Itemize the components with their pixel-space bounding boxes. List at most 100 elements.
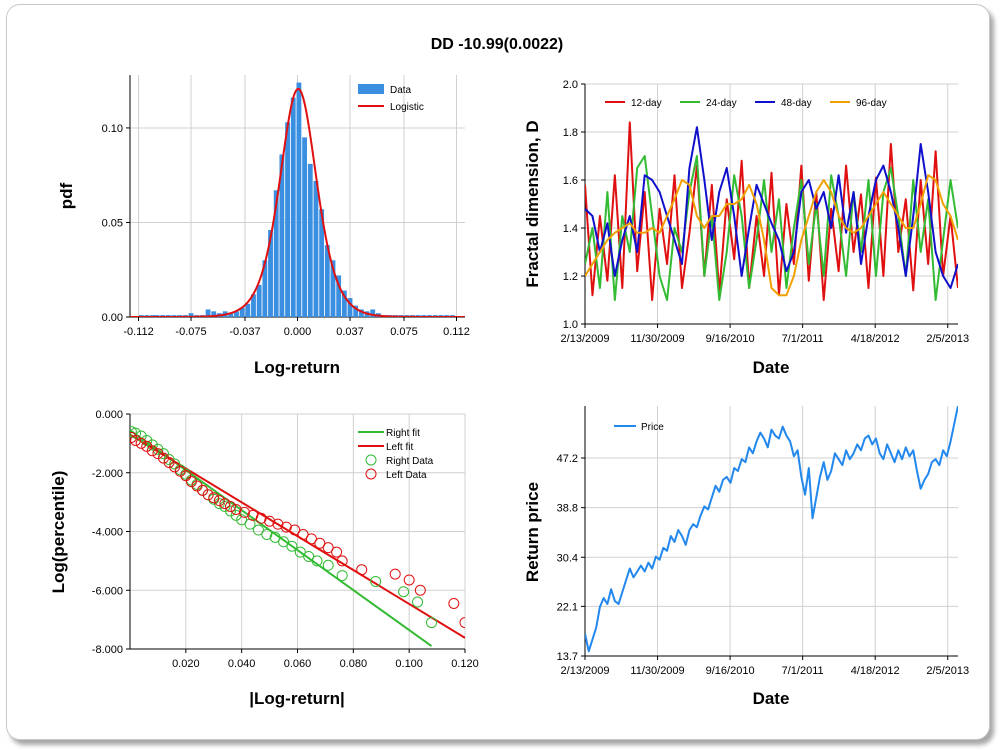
left-data-point bbox=[336, 555, 348, 567]
histogram-bar bbox=[239, 307, 245, 317]
histogram-bar bbox=[290, 97, 296, 317]
price-xtick-label: 11/30/2009 bbox=[630, 665, 684, 677]
histogram-bar bbox=[228, 313, 234, 317]
left-data-point bbox=[152, 448, 164, 460]
histogram-bar bbox=[205, 309, 211, 317]
left-data-point bbox=[225, 501, 236, 513]
left-data-point bbox=[163, 456, 175, 468]
fractal-ytick-label: 1.4 bbox=[563, 223, 578, 235]
histogram-bar bbox=[341, 290, 347, 317]
tail-ytick-label: -8.000 bbox=[92, 644, 123, 656]
pdf-xtick-label: 0.000 bbox=[284, 326, 312, 338]
right-data-point bbox=[294, 546, 306, 558]
pdf-xtick-label: 0.112 bbox=[443, 326, 470, 338]
histogram-bar bbox=[370, 309, 376, 317]
right-data-point bbox=[130, 427, 142, 439]
left-data-point bbox=[208, 492, 220, 504]
chart-frame bbox=[6, 4, 990, 740]
right-data-point bbox=[370, 575, 382, 587]
left-data-point bbox=[255, 512, 267, 524]
left-data-point bbox=[272, 518, 284, 530]
right-data-point bbox=[426, 617, 437, 629]
histogram-bar bbox=[245, 303, 251, 317]
histogram-bar bbox=[251, 294, 256, 317]
legend-price-label: Price bbox=[641, 422, 664, 433]
pdf-chart: 0.00 0.05 0.10 -0.112 -0.075 -0.037 0.000 0.037… bbox=[57, 75, 470, 377]
left-data-point bbox=[158, 452, 169, 464]
tail-xtick-label: 0.100 bbox=[395, 658, 423, 670]
pdf-ytick-label: 0.05 bbox=[102, 217, 123, 229]
fractal-xtick-label: 4/18/2012 bbox=[851, 333, 900, 345]
right-data-point bbox=[278, 536, 290, 548]
left-data-point bbox=[238, 506, 250, 518]
left-data-point bbox=[219, 498, 231, 510]
histogram-bar bbox=[358, 309, 364, 317]
left-data-point bbox=[331, 546, 343, 558]
tail-xtick-label: 0.120 bbox=[451, 658, 479, 670]
histogram-bar bbox=[336, 275, 342, 317]
left-data-point bbox=[448, 597, 460, 609]
left-data-point bbox=[135, 437, 147, 449]
left-data-point bbox=[459, 617, 465, 629]
left-data-point bbox=[202, 489, 214, 501]
pdf-xtick-label: -0.075 bbox=[175, 326, 206, 338]
right-data-point bbox=[225, 505, 236, 517]
fractal-chart: 1.0 1.2 1.4 1.6 1.8 2.0 2/13/2009 11/30/2009 9/1… bbox=[523, 79, 969, 377]
legend-left-data-swatch bbox=[365, 468, 377, 480]
tail-ytick-label: -2.000 bbox=[92, 468, 123, 480]
right-data-point bbox=[169, 458, 181, 470]
tail-chart: 0.000 -2.000 -4.000 -6.000 -8.000 0.020 0.040 0… bbox=[49, 409, 479, 708]
price-xlabel: Date bbox=[753, 689, 790, 708]
right-data-point bbox=[412, 596, 424, 608]
left-data-point bbox=[174, 465, 186, 477]
left-data-point bbox=[356, 564, 368, 576]
right-data-point bbox=[230, 509, 242, 521]
pdf-xtick-label: -0.037 bbox=[229, 326, 260, 338]
right-data-point bbox=[398, 586, 410, 598]
right-data-point bbox=[213, 498, 225, 510]
price-xtick-label: 7/1/2011 bbox=[782, 665, 824, 677]
histogram-bar bbox=[273, 190, 279, 317]
price-ylabel: Return price bbox=[523, 482, 542, 582]
left-data-point bbox=[213, 495, 225, 507]
pdf-ytick-label: 0.00 bbox=[102, 312, 123, 324]
tail-xtick-label: 0.060 bbox=[284, 658, 312, 670]
left-data-point bbox=[264, 515, 276, 527]
tail-xtick-label: 0.020 bbox=[172, 658, 200, 670]
fractal-ytick-label: 1.2 bbox=[563, 271, 578, 283]
left-data-point bbox=[197, 484, 209, 496]
histogram-bar bbox=[307, 163, 313, 317]
price-xtick-label: 9/16/2010 bbox=[706, 665, 755, 677]
96-day-line bbox=[585, 174, 958, 297]
legend-logistic-label: Logistic bbox=[390, 102, 424, 113]
price-xtick-label: 2/5/2013 bbox=[926, 665, 969, 677]
histogram-bar bbox=[302, 137, 308, 317]
legend-data-swatch bbox=[358, 84, 384, 94]
histogram-bar bbox=[234, 311, 239, 317]
pdf-xtick-label: 0.075 bbox=[390, 326, 418, 338]
left-fit-line bbox=[130, 433, 465, 639]
left-data-point bbox=[180, 470, 192, 482]
fractal-xtick-label: 7/1/2011 bbox=[782, 333, 824, 345]
histogram-bar bbox=[353, 305, 359, 317]
histogram-bar bbox=[296, 82, 302, 317]
pdf-ytick-label: 0.10 bbox=[102, 123, 123, 135]
histogram-bar bbox=[256, 284, 262, 317]
fractal-xtick-label: 11/30/2009 bbox=[630, 333, 684, 345]
pdf-ylabel: pdf bbox=[57, 182, 76, 209]
left-data-point bbox=[403, 574, 415, 586]
tail-ytick-label: -6.000 bbox=[92, 585, 123, 597]
left-data-point bbox=[169, 461, 181, 473]
fractal-xlabel: Date bbox=[753, 358, 790, 377]
48-day-line bbox=[585, 126, 958, 289]
left-data-point bbox=[280, 521, 292, 533]
right-data-point bbox=[286, 540, 298, 552]
tail-xtick-label: 0.080 bbox=[340, 658, 368, 670]
price-ytick-label: 22.1 bbox=[557, 601, 578, 613]
pdf-xtick-label: 0.037 bbox=[336, 326, 364, 338]
left-data-point bbox=[322, 542, 334, 554]
left-data-point bbox=[185, 476, 197, 488]
price-line bbox=[585, 406, 958, 653]
price-ytick-label: 38.8 bbox=[557, 503, 578, 515]
